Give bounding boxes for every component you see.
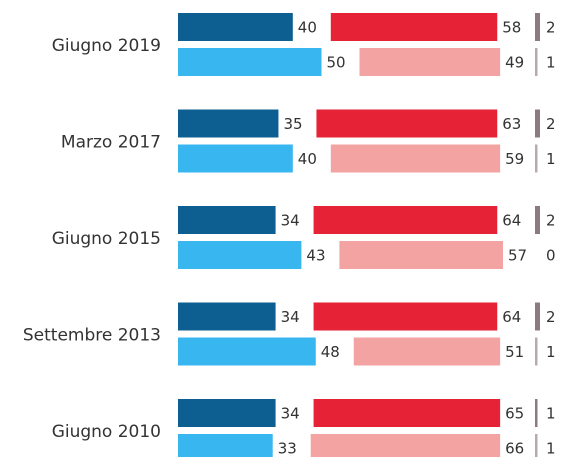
bar [535,399,538,427]
bar [313,206,498,234]
bar [535,302,540,331]
value-label: 64 [502,212,521,230]
value-label: 40 [298,19,317,37]
bar [359,48,501,76]
value-label: 50 [327,54,346,72]
value-label: 35 [283,115,302,133]
value-label: 57 [508,247,527,265]
value-label: 49 [505,54,524,72]
bar [178,109,279,138]
value-label: 2 [546,19,556,37]
value-label: 1 [546,405,556,423]
value-label: 2 [546,212,556,230]
value-label: 2 [546,308,556,326]
bar [535,206,540,234]
bar [178,241,302,269]
bar [535,337,538,366]
value-label: 64 [502,308,521,326]
bar [313,302,498,331]
bar [178,206,276,234]
bar [330,144,501,173]
bar [310,434,501,457]
bar [178,48,322,76]
bar [339,241,503,269]
bar [313,399,501,427]
category-label: Giugno 2010 [52,422,161,442]
value-label: 63 [502,115,521,133]
value-label: 1 [546,343,556,361]
bar [178,13,293,41]
bar [316,109,498,138]
category-label: Settembre 2013 [23,326,161,346]
value-label: 34 [281,405,300,423]
value-label: 1 [546,150,556,168]
bar [353,337,501,366]
category-label: Giugno 2015 [52,229,161,249]
bar [178,302,276,331]
category-label: Giugno 2019 [52,36,161,56]
value-label: 0 [546,247,556,265]
value-label: 58 [502,19,521,37]
value-label: 33 [278,440,297,457]
value-label: 34 [281,308,300,326]
value-label: 34 [281,212,300,230]
value-label: 66 [505,440,524,457]
bar [178,399,276,427]
bar [178,434,273,457]
bar [535,109,540,138]
bar [535,13,540,41]
value-label: 51 [505,343,524,361]
value-label: 59 [505,150,524,168]
bar [535,48,538,76]
bar [535,434,538,457]
value-label: 1 [546,440,556,457]
value-label: 1 [546,54,556,72]
value-label: 48 [321,343,340,361]
value-label: 65 [505,405,524,423]
value-label: 2 [546,115,556,133]
bar [178,337,316,366]
bar [535,144,538,173]
value-label: 43 [306,247,325,265]
bar [178,144,293,173]
value-label: 40 [298,150,317,168]
category-label: Marzo 2017 [61,133,161,153]
bar [330,13,498,41]
